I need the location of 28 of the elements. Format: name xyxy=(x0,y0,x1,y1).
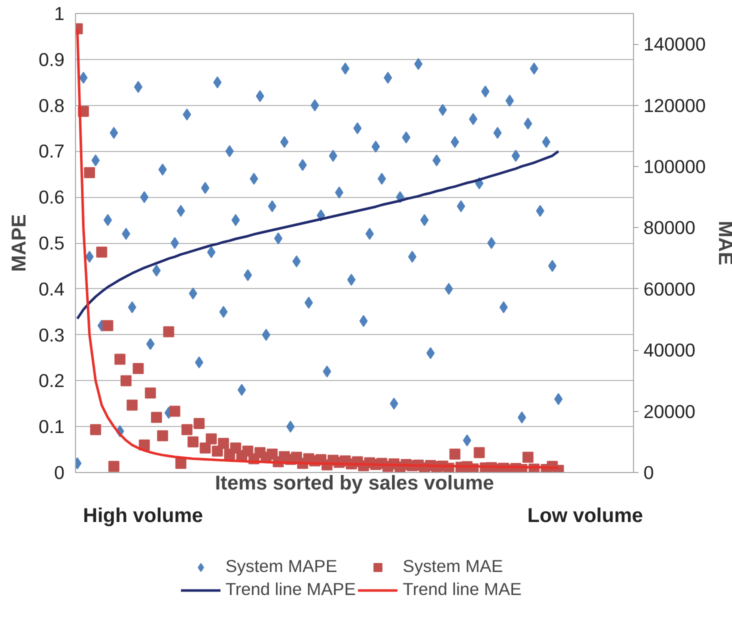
y2-tick-label: 140000 xyxy=(644,34,706,55)
y2-tick-label: 40000 xyxy=(644,340,696,361)
y-tick-label: 0.8 xyxy=(38,94,65,116)
y-tick-label: 0 xyxy=(54,462,65,483)
y-tick-label: 0.2 xyxy=(38,370,65,392)
y-tick-label: 0.7 xyxy=(38,140,65,162)
y2-tick-label: 80000 xyxy=(644,217,696,238)
legend-label: System MAPE xyxy=(225,556,338,577)
y2-tick-label: 20000 xyxy=(644,400,696,422)
y-tick-label: 0.1 xyxy=(38,416,65,438)
line-series xyxy=(76,150,560,320)
y-tick-label: 0.6 xyxy=(38,186,65,208)
y2-tick-label: 60000 xyxy=(644,278,696,300)
y-tick-label: 0.9 xyxy=(38,48,65,70)
y2-tick-label: 120000 xyxy=(644,94,706,116)
y-tick-label: 0.5 xyxy=(38,232,65,254)
y2-tick-label: 0 xyxy=(644,462,654,483)
y2-tick-label: 100000 xyxy=(644,156,706,177)
y-tick-label: 1 xyxy=(54,3,65,24)
legend-label: Trend line MAE xyxy=(402,579,522,600)
text: Low volume xyxy=(527,504,643,529)
text: High volume xyxy=(83,504,204,529)
y-tick-label: 0.3 xyxy=(38,324,65,346)
y-tick-label: 0.4 xyxy=(38,278,65,300)
legend-label: System MAE xyxy=(402,556,503,577)
x-axis-title: Items sorted by sales volume xyxy=(215,472,494,494)
legend-label: Trend line MAPE xyxy=(225,579,356,600)
y-axis-title: MAPE xyxy=(8,214,31,272)
